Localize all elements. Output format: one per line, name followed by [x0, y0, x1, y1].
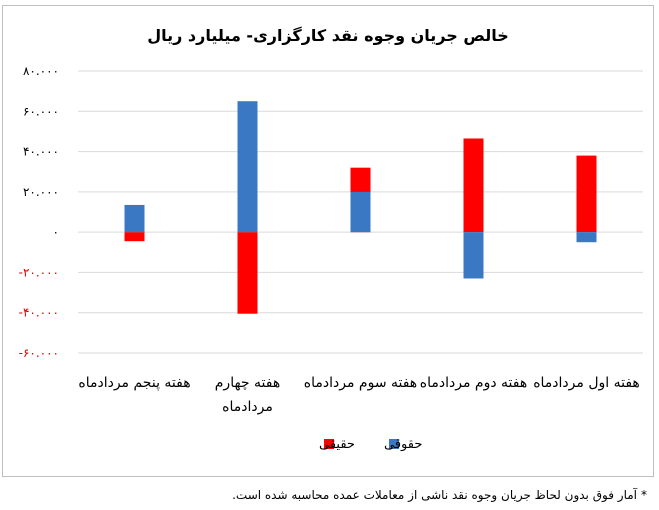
y-tick-label: -۶۰.۰۰۰ — [19, 346, 59, 360]
legend: حقیقی حقوقی — [319, 437, 422, 452]
x-tick-label: مردادماه — [222, 399, 273, 415]
y-tick-label: ۸۰.۰۰۰ — [23, 64, 59, 78]
bar-haghighi — [576, 155, 597, 233]
legend-swatch — [389, 439, 399, 449]
bar-hoghoghi — [237, 101, 258, 233]
bar-hoghoghi — [463, 232, 484, 279]
bars — [124, 101, 597, 314]
y-tick-label: ۰ — [53, 225, 59, 239]
chart-title: خالص جریان وجوه نقد کارگزاری- میلیارد ری… — [147, 26, 509, 45]
footnote: * آمار فوق بدون لحاظ جریان وجوه نقد ناشی … — [232, 488, 647, 502]
x-tick-label: هفته دوم مردادماه — [420, 375, 527, 391]
footnote-star: * — [641, 488, 647, 502]
y-axis: ۸۰.۰۰۰ ۶۰.۰۰۰ ۴۰.۰۰۰ ۲۰.۰۰۰ ۰ -۲۰.۰۰۰ -۴۰.۰۰۰ -… — [19, 64, 59, 360]
y-tick-label: ۴۰.۰۰۰ — [23, 145, 59, 159]
chart-area: خالص جریان وجوه نقد کارگزاری- میلیارد ری… — [2, 5, 654, 477]
legend-swatch — [324, 439, 334, 449]
bar-haghighi — [124, 232, 145, 242]
bar-haghighi — [463, 138, 484, 233]
y-tick-label: -۲۰.۰۰۰ — [19, 265, 59, 279]
chart-svg: خالص جریان وجوه نقد کارگزاری- میلیارد ری… — [19, 26, 643, 452]
y-tick-label: -۴۰.۰۰۰ — [19, 306, 59, 320]
y-tick-label: ۲۰.۰۰۰ — [23, 185, 59, 199]
y-tick-label: ۶۰.۰۰۰ — [23, 104, 59, 118]
bar-hoghoghi — [576, 232, 597, 243]
bar-hoghoghi — [124, 204, 145, 233]
bar-haghighi — [237, 232, 258, 314]
footnote-text: آمار فوق بدون لحاظ جریان وجوه نقد ناشی ا… — [232, 488, 637, 502]
x-tick-label: هفته پنجم مردادماه — [78, 375, 190, 391]
x-tick-label: هفته سوم مردادماه — [304, 375, 417, 391]
legend-label: حقوقی — [384, 437, 422, 452]
bar-hoghoghi — [350, 191, 371, 233]
x-tick-label: هفته اول مردادماه — [533, 375, 640, 391]
legend-label: حقیقی — [319, 437, 355, 452]
x-tick-label: هفته چهارم — [215, 375, 280, 391]
